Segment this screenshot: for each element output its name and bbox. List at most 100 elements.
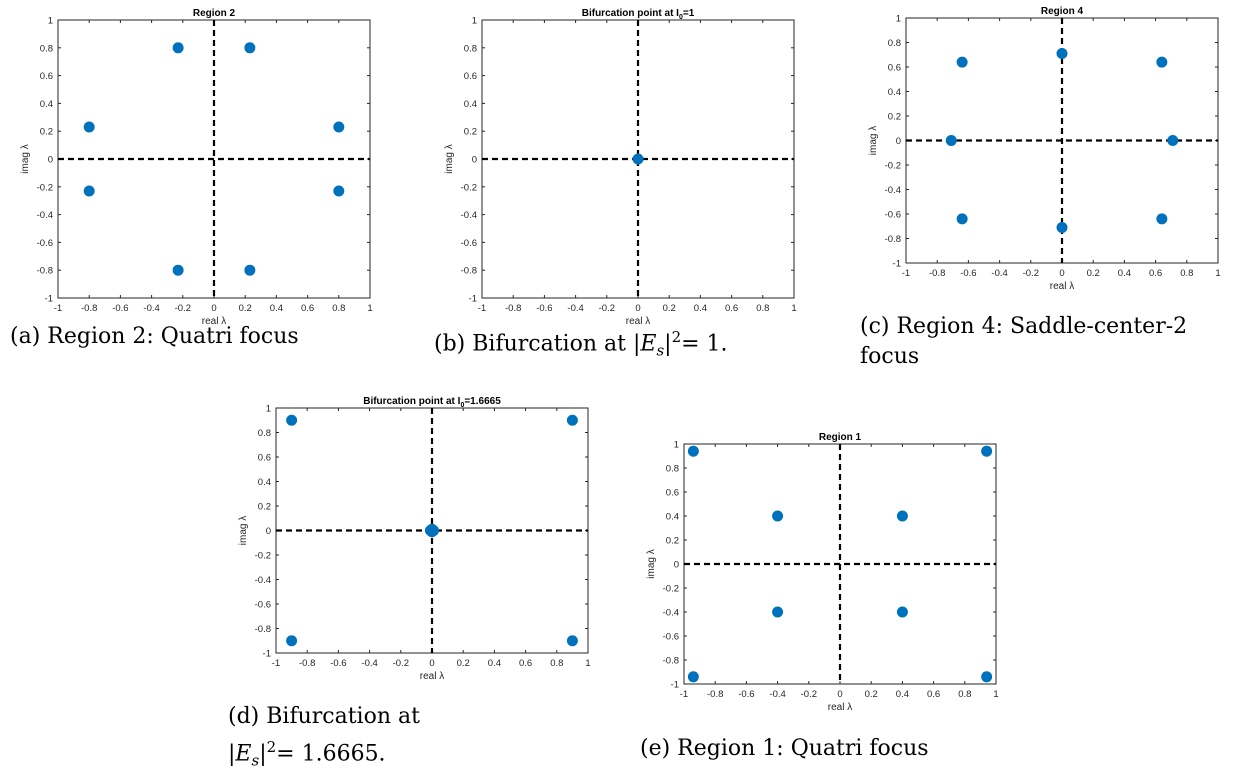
x-tick-label: -0.2 — [1023, 268, 1039, 279]
eigenvalue-point — [896, 510, 908, 522]
y-tick-label: -0.4 — [461, 210, 477, 221]
x-tick-label: 1 — [367, 303, 372, 314]
y-tick-label: -0.2 — [885, 161, 901, 172]
eigenvalue-point — [566, 414, 578, 426]
y-tick-label: 0.4 — [40, 99, 53, 110]
x-tick-label: -0.8 — [81, 303, 97, 314]
y-tick-label: -0.8 — [37, 266, 53, 277]
x-tick-label: -0.8 — [505, 303, 521, 314]
x-tick-label: 0 — [211, 303, 216, 314]
y-tick-label: 0.2 — [40, 127, 53, 138]
caption-b-math: |E — [632, 331, 657, 357]
caption-a: (a) Region 2: Quatri focus — [10, 322, 299, 352]
eigenvalue-point — [244, 42, 256, 54]
y-tick-label: -0.6 — [885, 210, 901, 221]
caption-a-text: (a) Region 2: Quatri focus — [10, 324, 299, 349]
caption-d-math: |E — [228, 741, 252, 767]
plot-title: Region 1 — [819, 432, 862, 443]
plot-title: Region 2 — [193, 8, 236, 19]
eigenvalue-point — [244, 264, 256, 276]
x-tick-label: -1 — [680, 689, 688, 700]
y-tick-label: 1 — [266, 404, 271, 415]
eigenvalue-point — [1156, 213, 1168, 225]
x-tick-label: 0.6 — [927, 689, 940, 700]
eigenvalue-point — [1056, 48, 1068, 60]
x-tick-label: 0.8 — [332, 303, 345, 314]
eigenvalue-point — [83, 185, 95, 197]
plot-e: -1 -0.8 -0.6 -0.4 -0.2 0 0.2 0.4 0.6 0.8 1 -1 -0.8 -0… — [646, 432, 999, 713]
eigenvalue-point — [1156, 56, 1168, 68]
x-tick-label: 0.4 — [1118, 268, 1131, 279]
x-tick-label: 0.6 — [519, 658, 532, 669]
y-tick-label: 0.4 — [666, 512, 679, 523]
caption-d: (d) Bifurcation at |Es|2= 1.6665. — [228, 702, 420, 776]
x-tick-label: -0.2 — [393, 658, 409, 669]
y-tick-label: 0 — [674, 560, 679, 571]
plot-a: -1 -0.8 -0.6 -0.4 -0.2 0 0.2 0.4 0.6 0.8 1 -1 -0.8 -0… — [20, 8, 373, 327]
y-tick-label: 0.4 — [464, 99, 477, 110]
eigenvalue-point — [981, 671, 993, 683]
y-tick-label: 0.6 — [464, 71, 477, 82]
eigenvalue-point — [896, 606, 908, 618]
x-tick-label: -1 — [902, 268, 910, 279]
plot-b: -1 -0.8 -0.6 -0.4 -0.2 0 0.2 0.4 0.6 0.8 1 -1 -0.8 -0… — [444, 8, 797, 327]
x-axis-label: real λ — [202, 316, 226, 327]
x-tick-label: -0.4 — [769, 689, 785, 700]
y-tick-label: 0.8 — [258, 428, 271, 439]
x-tick-label: 0 — [1059, 268, 1064, 279]
x-axis-label: real λ — [828, 702, 852, 713]
x-axis-label: real λ — [1050, 281, 1074, 292]
x-tick-label: 0.4 — [270, 303, 283, 314]
eigenvalue-point — [1056, 221, 1068, 233]
eigenvalue-point — [566, 635, 578, 647]
y-tick-label: -1 — [469, 294, 477, 305]
y-tick-label: 0 — [266, 526, 271, 537]
caption-e-text: (e) Region 1: Quatri focus — [640, 736, 929, 761]
x-tick-label: -0.2 — [599, 303, 615, 314]
y-tick-label: -1 — [263, 649, 271, 660]
y-tick-label: 1 — [896, 14, 901, 25]
eigenvalue-point — [945, 135, 957, 146]
x-tick-label: -0.4 — [567, 303, 583, 314]
y-tick-label: 0.2 — [464, 127, 477, 138]
y-tick-label: -1 — [45, 294, 53, 305]
eigenvalue-point — [286, 414, 298, 426]
y-tick-label: 0.4 — [888, 87, 901, 98]
caption-b-sup: 2 — [671, 328, 682, 346]
y-tick-label: 0.8 — [888, 38, 901, 49]
y-tick-label: 0.2 — [258, 502, 271, 513]
x-tick-label: 0.6 — [301, 303, 314, 314]
y-axis-label: imag λ — [20, 144, 31, 173]
y-tick-label: -0.8 — [461, 266, 477, 277]
y-tick-label: 0.8 — [464, 43, 477, 54]
eigenvalue-point — [426, 526, 438, 538]
y-tick-label: -0.2 — [255, 551, 271, 562]
caption-d-sub: s — [251, 751, 260, 770]
y-tick-label: 1 — [472, 16, 477, 27]
x-tick-label: 0 — [429, 658, 434, 669]
x-tick-label: -0.6 — [536, 303, 552, 314]
y-tick-label: -1 — [893, 259, 901, 270]
eigenvalue-point — [333, 121, 345, 133]
y-tick-label: 1 — [48, 16, 53, 27]
y-tick-label: -0.4 — [663, 608, 679, 619]
y-tick-label: -0.6 — [255, 600, 271, 611]
x-tick-label: -1 — [272, 658, 280, 669]
y-tick-label: 1 — [674, 440, 679, 451]
plot-title: Bifurcation point at I0=1 — [582, 8, 695, 21]
caption-b-prefix: (b) Bifurcation at — [434, 331, 633, 357]
y-tick-label: -0.8 — [885, 234, 901, 245]
x-tick-label: 1 — [585, 658, 590, 669]
y-tick-label: -0.4 — [255, 575, 271, 586]
y-tick-label: -0.6 — [461, 238, 477, 249]
eigenvalue-point — [956, 56, 968, 68]
eigenvalue-point — [632, 153, 644, 165]
x-tick-label: -0.2 — [801, 689, 817, 700]
x-tick-label: 0.2 — [1087, 268, 1100, 279]
plot-d: -1 -0.8 -0.6 -0.4 -0.2 0 0.2 0.4 0.6 0.8 1 -1 -0.8 -0… — [238, 396, 591, 682]
y-tick-label: 0.6 — [888, 63, 901, 74]
y-tick-label: 0.8 — [666, 464, 679, 475]
x-tick-label: -0.8 — [299, 658, 315, 669]
eigenvalue-point — [172, 264, 184, 276]
x-tick-label: -0.8 — [707, 689, 723, 700]
